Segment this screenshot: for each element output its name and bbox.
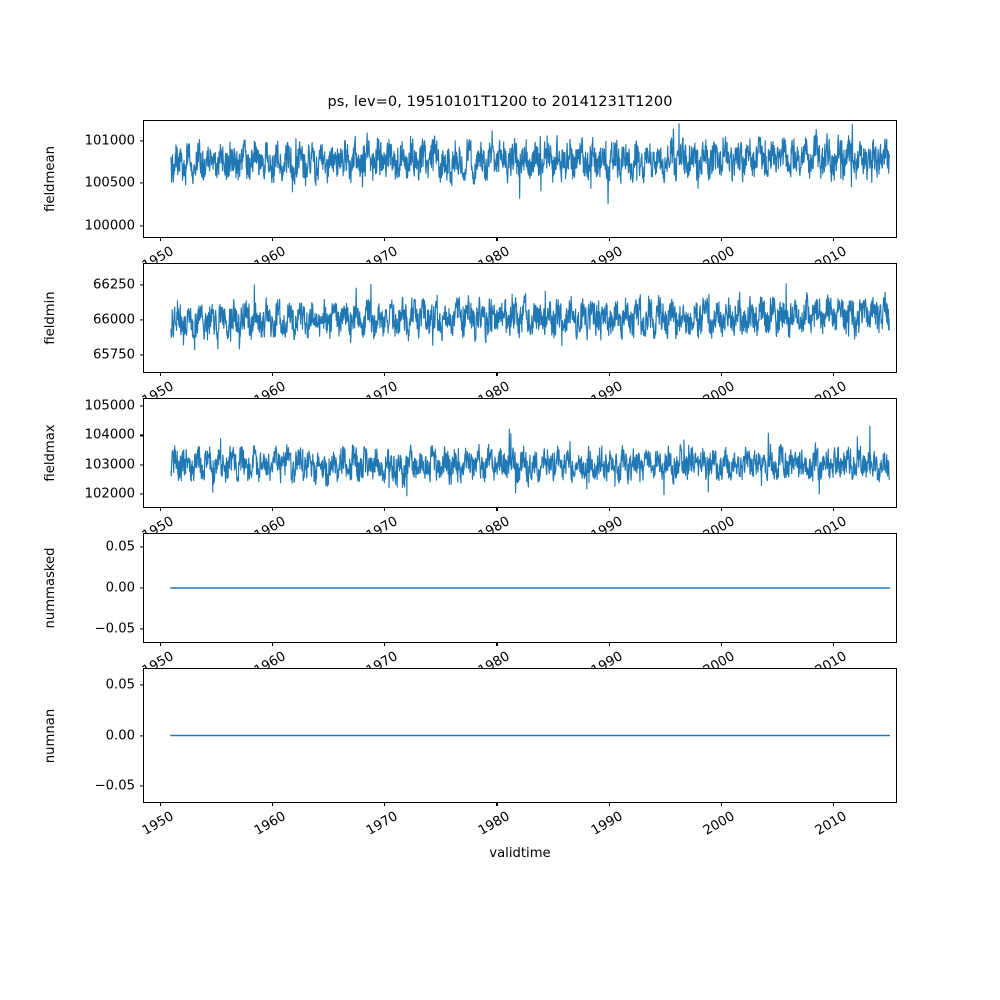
x-tick-mark (496, 642, 498, 647)
x-tick-mark (833, 507, 835, 512)
y-tick-label: 100500 (84, 175, 135, 191)
series-line (144, 121, 896, 237)
y-tick-label: 103000 (84, 457, 135, 473)
y-tick-label: 0.00 (105, 580, 135, 596)
y-axis-label-fieldmax: fieldmax (43, 424, 58, 482)
x-tick-mark (271, 372, 274, 377)
series-line (144, 669, 896, 802)
y-axis-label-fieldmin: fieldmin (43, 291, 58, 345)
x-tick-label: 2010 (813, 809, 850, 839)
x-tick-mark (159, 642, 161, 647)
x-tick-mark (720, 642, 723, 647)
y-tick-label: 101000 (84, 133, 135, 149)
x-tick-mark (833, 802, 835, 807)
x-tick-mark (496, 237, 498, 242)
x-tick-label: 1970 (364, 809, 401, 839)
plot-area (144, 399, 896, 507)
x-tick-mark (271, 237, 274, 242)
plot-area (144, 534, 896, 642)
x-tick-mark (833, 237, 835, 242)
x-tick-mark (833, 372, 835, 377)
y-tick-label: 104000 (84, 427, 135, 443)
plot-area (144, 669, 896, 802)
x-tick-mark (833, 642, 835, 647)
x-tick-mark (271, 642, 274, 647)
x-tick-mark (496, 372, 498, 377)
y-tick-label: 0.05 (105, 539, 135, 555)
y-tick-label: 66000 (93, 312, 135, 328)
y-tick-label: −0.05 (94, 778, 135, 794)
x-tick-label: 2000 (700, 809, 738, 839)
x-tick-mark (159, 507, 161, 512)
x-tick-mark (384, 642, 386, 647)
x-tick-label: 1950 (139, 809, 177, 839)
y-tick-label: 65750 (93, 347, 135, 363)
x-tick-mark (608, 802, 610, 807)
y-tick-mark (139, 319, 144, 321)
x-tick-label: 1960 (251, 809, 289, 839)
x-tick-mark (159, 237, 161, 242)
x-tick-mark (608, 642, 610, 647)
y-tick-mark (139, 587, 144, 589)
x-tick-mark (608, 237, 610, 242)
series-line (144, 399, 896, 507)
y-tick-label: 102000 (84, 486, 135, 502)
y-axis-label-nummasked: nummasked (43, 547, 58, 629)
x-tick-mark (608, 507, 610, 512)
plot-area (144, 121, 896, 237)
y-tick-label: 100000 (84, 218, 135, 234)
y-tick-label: 105000 (84, 398, 135, 414)
y-tick-label: 0.05 (105, 677, 135, 693)
y-tick-mark (139, 493, 144, 495)
x-tick-label: 1980 (476, 809, 513, 839)
y-tick-mark (139, 734, 144, 737)
chart-title: ps, lev=0, 19510101T1200 to 20141231T120… (327, 94, 673, 110)
x-tick-mark (496, 802, 498, 807)
y-tick-label: 66250 (93, 277, 135, 293)
y-tick-mark (139, 284, 144, 286)
subplot-fieldmin: 65750 66000 66250 1950 1960 1970 1980 1990 2000 2… (93, 263, 897, 409)
y-tick-mark (139, 628, 144, 630)
y-axis-label-fieldmean: fieldmean (43, 146, 58, 212)
x-tick-mark (720, 237, 723, 242)
x-axis-label: validtime (489, 846, 551, 861)
subplot-nummasked: −0.05 0.00 0.05 1950 1960 1970 1980 1990 2000 201… (95, 533, 897, 679)
subplot-fieldmax: 102000 103000 104000 105000 1950 1960 1970 1980… (85, 398, 897, 544)
x-tick-mark (384, 372, 386, 377)
x-tick-mark (720, 507, 723, 512)
x-tick-label: 1990 (588, 809, 626, 839)
x-tick-mark (271, 802, 274, 807)
series-line (144, 264, 896, 372)
x-tick-mark (496, 507, 498, 512)
subplot-fieldmean: 100000 100500 101000 1950 1960 1970 1980 1990 20… (85, 120, 897, 274)
x-tick-mark (384, 802, 386, 807)
x-tick-mark (720, 372, 723, 377)
y-tick-mark (139, 464, 144, 466)
series-line (144, 534, 896, 642)
y-tick-mark (139, 434, 144, 437)
y-tick-mark (139, 785, 144, 787)
x-tick-mark (271, 507, 274, 512)
y-tick-label: 0.00 (105, 728, 135, 743)
y-tick-mark (139, 182, 144, 184)
y-tick-mark (139, 684, 144, 686)
x-tick-mark (159, 372, 161, 377)
y-tick-mark (139, 405, 144, 407)
y-axis-label-numnan: numnan (43, 708, 58, 763)
subplot-numnan: −0.05 0.00 0.05 1950 1960 1970 1980 1990 2000 201… (95, 668, 897, 839)
x-tick-mark (384, 507, 386, 512)
x-tick-mark (159, 802, 161, 807)
x-tick-mark (608, 372, 610, 377)
y-tick-mark (139, 140, 144, 142)
y-tick-mark (139, 225, 144, 227)
x-tick-mark (720, 802, 723, 807)
y-tick-mark (139, 354, 144, 356)
x-tick-mark (384, 237, 386, 242)
y-tick-label: −0.05 (94, 621, 135, 637)
plot-area (144, 264, 896, 372)
y-tick-mark (139, 546, 144, 548)
